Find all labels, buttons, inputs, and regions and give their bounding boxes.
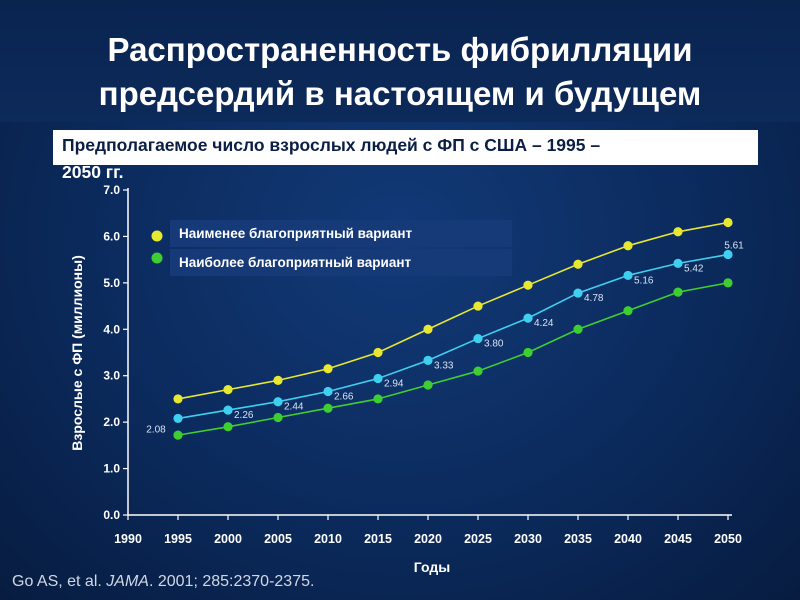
data-label: 2.94 [384,379,404,390]
x-axis-title: Годы [414,559,450,575]
data-point-yellow [373,347,383,358]
page-title: Распространенность фибрилляции предсерди… [98,31,702,112]
x-tick-label: 2010 [314,532,342,546]
data-point-cyan [273,397,283,407]
data-point-green [523,347,533,358]
data-label: 4.24 [534,318,554,329]
data-point-yellow [673,227,683,237]
data-point-cyan [423,355,433,365]
data-point-yellow [323,364,333,374]
data-point-green [273,412,283,423]
legend-label: Наиболее благоприятный вариант [179,255,412,270]
data-point-yellow [573,259,583,269]
subtitle-line1: Предполагаемое число взрослых людей с ФП… [62,135,601,155]
series-line-green [177,282,729,436]
data-label: 3.80 [484,339,504,350]
x-tick-label: 2025 [464,532,492,546]
data-point-cyan [323,386,333,397]
series-line-yellow [177,221,729,400]
data-point-green [573,324,583,334]
x-tick-label: 2000 [214,532,242,546]
data-point-yellow [223,385,233,395]
title-bar [0,0,800,122]
data-point-yellow [173,394,183,404]
data-label: 4.78 [584,293,604,304]
data-point-green [723,278,733,288]
y-tick-label: 3.0 [103,369,120,383]
data-point-cyan [723,249,733,260]
data-point-green [373,394,383,404]
data-label: 2.44 [284,402,304,413]
data-point-green [673,287,683,297]
data-point-green [323,403,333,413]
data-point-cyan [473,333,483,344]
subtitle: Предполагаемое число взрослых людей с ФП… [62,132,762,186]
data-point-cyan [673,258,683,268]
legend-marker-yellow [151,230,163,242]
x-tick-label: 2020 [414,532,442,546]
data-point-cyan [173,413,183,424]
source-author: Go AS, et al. [12,573,107,590]
y-tick-label: 5.0 [103,276,120,290]
x-tick-label: 1995 [164,532,192,546]
x-tick-label: 2040 [614,532,642,546]
y-tick-label: 0.0 [103,508,120,522]
x-tick-label: 1990 [114,532,142,546]
data-point-yellow [523,280,533,290]
data-label: 5.61 [724,241,744,252]
y-tick-label: 7.0 [103,183,120,197]
data-point-green [623,306,633,316]
data-point-yellow [473,301,483,311]
data-point-green [473,366,483,376]
source-journal: JAMA [106,573,149,590]
y-tick-label: 1.0 [103,462,120,476]
data-label: 3.33 [434,360,454,371]
data-point-yellow [423,324,433,334]
data-point-yellow [623,241,633,251]
data-point-cyan [373,373,383,384]
data-label: 2.66 [334,392,354,403]
y-axis-title: Взрослые с ФП (миллионы) [69,255,85,451]
data-point-green [173,430,183,440]
legend-marker-green [151,252,163,264]
data-point-green [423,380,433,390]
y-tick-label: 2.0 [103,415,120,429]
x-tick-label: 2030 [514,532,542,546]
x-tick-label: 2015 [364,532,392,546]
subtitle-line2: 2050 гг. [62,162,124,182]
data-point-cyan [623,270,633,281]
data-label: 5.16 [634,275,654,286]
source-citation: Go AS, et al. JAMA. 2001; 285:2370-2375. [12,573,314,591]
subtitle-box [53,130,758,165]
legend-label: Наименее благоприятный вариант [179,226,413,241]
x-tick-label: 2050 [714,532,742,546]
data-point-green [223,422,233,432]
data-point-cyan [223,405,233,415]
y-tick-label: 4.0 [103,322,120,336]
series-line-cyan [177,253,729,420]
data-label: 5.42 [684,263,704,274]
legend-box [170,220,512,247]
data-point-cyan [573,288,583,298]
y-tick-label: 6.0 [103,229,120,243]
data-point-cyan [523,313,533,323]
legend-box [170,249,512,276]
x-tick-label: 2035 [564,532,592,546]
x-tick-label: 2005 [264,532,292,546]
data-point-yellow [723,217,733,228]
data-point-yellow [273,375,283,385]
x-tick-label: 2045 [664,532,692,546]
source-ref: . 2001; 285:2370-2375. [148,573,315,590]
data-label: 2.08 [146,424,166,435]
data-label: 2.26 [234,410,254,421]
